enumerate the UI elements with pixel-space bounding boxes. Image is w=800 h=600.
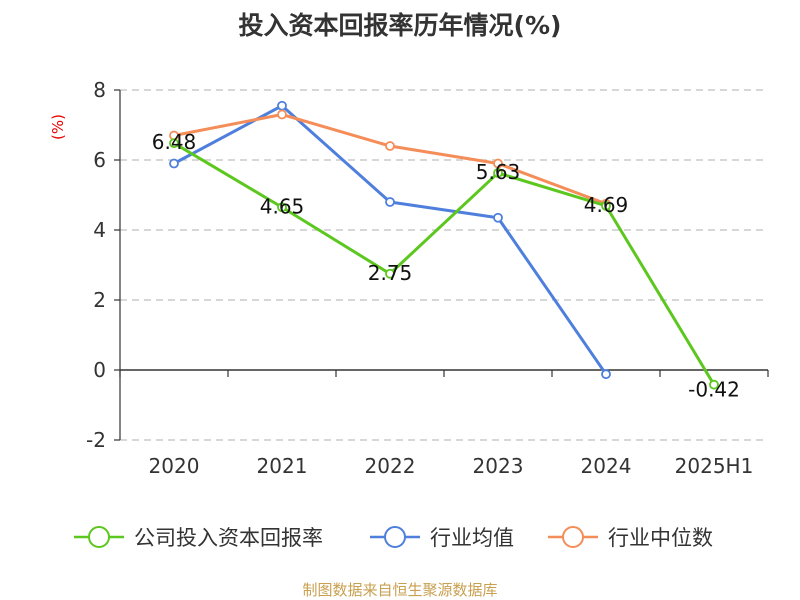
data-label: 6.48 — [152, 130, 197, 154]
axes — [114, 89, 769, 441]
series-line — [173, 141, 716, 386]
data-label: 4.69 — [584, 193, 629, 217]
data-point — [277, 202, 287, 213]
data-point — [493, 158, 503, 169]
data-point — [169, 158, 179, 169]
legend-label: 行业均值 — [430, 526, 514, 550]
y-tick-labels: 8 6 4 2 0 -2 — [86, 78, 106, 452]
y-tick-label: 8 — [93, 78, 106, 102]
legend-item[interactable]: 公司投入资本回报率 — [74, 526, 323, 550]
legend: 公司投入资本回报率 行业均值 行业中位数 — [74, 526, 713, 550]
source-note: 制图数据来自恒生聚源数据库 — [302, 581, 497, 599]
x-tick-label: 2025H1 — [675, 454, 754, 478]
y-tick-label: -2 — [86, 428, 106, 452]
chart-title: 投入资本回报率历年情况(%) — [239, 11, 562, 40]
data-point — [385, 141, 395, 151]
legend-item[interactable]: 行业中位数 — [548, 526, 713, 550]
series-layer — [169, 100, 719, 390]
legend-marker — [384, 526, 406, 548]
data-point — [385, 197, 395, 207]
data-point — [601, 200, 611, 211]
data-label: 5.63 — [476, 160, 521, 184]
data-point — [601, 369, 611, 380]
data-label: 2.75 — [368, 261, 413, 285]
legend-marker — [88, 526, 110, 548]
data-point — [493, 168, 503, 178]
x-tick-label: 2020 — [149, 454, 200, 478]
x-tick-label: 2024 — [581, 454, 632, 478]
y-tick-label: 0 — [93, 358, 106, 382]
legend-label: 行业中位数 — [608, 526, 713, 550]
y-tick-label: 4 — [93, 218, 106, 242]
y-axis-label: (%) — [49, 114, 67, 140]
legend-item[interactable]: 行业均值 — [370, 526, 514, 550]
data-point — [277, 109, 287, 120]
data-label: 4.65 — [260, 194, 305, 218]
x-tick-label: 2023 — [473, 454, 524, 478]
legend-label: 公司投入资本回报率 — [134, 526, 323, 550]
data-point — [709, 379, 719, 390]
x-tick-label: 2022 — [365, 454, 416, 478]
data-point — [277, 100, 287, 111]
data-point — [169, 138, 179, 149]
x-tick-label: 2021 — [257, 454, 308, 478]
y-tick-label: 2 — [93, 288, 106, 312]
data-point — [493, 212, 503, 223]
data-label: -0.42 — [688, 378, 740, 402]
y-tick-label: 6 — [93, 148, 106, 172]
data-labels: 6.48 4.65 2.75 5.63 4.69 -0.42 — [152, 130, 740, 402]
x-tick-labels: 2020 2021 2022 2023 2024 2025H1 — [149, 454, 754, 478]
legend-marker — [562, 526, 584, 548]
data-point — [385, 268, 395, 279]
gridlines — [120, 89, 768, 441]
